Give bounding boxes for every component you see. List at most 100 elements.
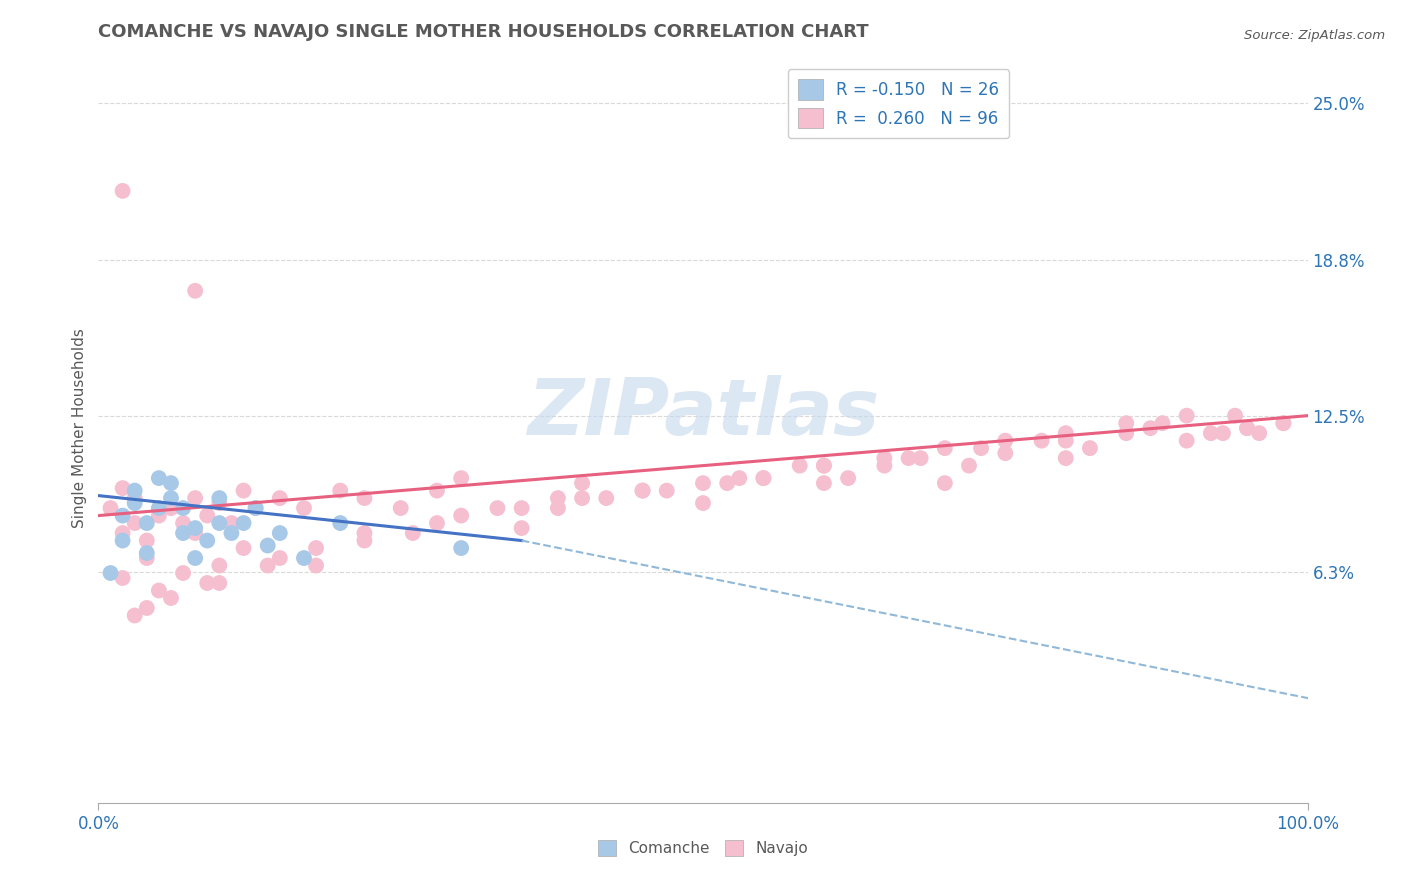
Point <box>221 526 243 541</box>
Point <box>232 541 254 555</box>
Point <box>245 501 267 516</box>
Point <box>353 526 375 541</box>
Legend: Comanche, Navajo: Comanche, Navajo <box>592 834 814 863</box>
Point <box>1175 409 1198 423</box>
Point <box>426 516 449 530</box>
Point <box>124 496 146 510</box>
Point <box>111 571 134 585</box>
Point <box>100 566 122 580</box>
Point <box>160 591 183 605</box>
Point <box>752 471 775 485</box>
Point <box>389 501 412 516</box>
Point <box>1223 409 1246 423</box>
Point <box>910 451 932 466</box>
Point <box>873 458 896 473</box>
Point <box>111 508 134 523</box>
Point <box>353 491 375 505</box>
Point <box>692 496 714 510</box>
Point <box>184 521 207 535</box>
Point <box>195 508 218 523</box>
Point <box>269 551 291 566</box>
Point <box>450 471 472 485</box>
Point <box>208 516 231 530</box>
Point <box>172 526 194 541</box>
Point <box>100 501 122 516</box>
Text: Source: ZipAtlas.com: Source: ZipAtlas.com <box>1244 29 1385 42</box>
Point <box>208 576 231 591</box>
Point <box>135 601 157 615</box>
Point <box>1139 421 1161 435</box>
Point <box>184 491 207 505</box>
Point <box>135 516 157 530</box>
Point <box>1054 451 1077 466</box>
Point <box>1272 416 1295 430</box>
Point <box>184 551 207 566</box>
Point <box>426 483 449 498</box>
Point <box>1115 426 1137 441</box>
Point <box>813 458 835 473</box>
Point <box>208 558 231 573</box>
Point <box>172 501 194 516</box>
Point <box>256 539 278 553</box>
Point <box>595 491 617 505</box>
Point <box>1236 421 1258 435</box>
Point <box>692 476 714 491</box>
Point <box>232 483 254 498</box>
Point <box>111 481 134 495</box>
Point <box>655 483 678 498</box>
Point <box>571 476 593 491</box>
Point <box>970 441 993 455</box>
Point <box>957 458 980 473</box>
Text: COMANCHE VS NAVAJO SINGLE MOTHER HOUSEHOLDS CORRELATION CHART: COMANCHE VS NAVAJO SINGLE MOTHER HOUSEHO… <box>98 23 869 41</box>
Point <box>1199 426 1222 441</box>
Point <box>160 491 183 505</box>
Point <box>124 516 146 530</box>
Point <box>256 558 278 573</box>
Point <box>873 451 896 466</box>
Point <box>232 516 254 530</box>
Point <box>631 483 654 498</box>
Point <box>450 541 472 555</box>
Point <box>813 476 835 491</box>
Point <box>510 501 533 516</box>
Point <box>752 471 775 485</box>
Point <box>547 491 569 505</box>
Text: ZIPatlas: ZIPatlas <box>527 376 879 451</box>
Point <box>329 483 352 498</box>
Point <box>184 526 207 541</box>
Point <box>1054 434 1077 448</box>
Point <box>124 608 146 623</box>
Point <box>353 533 375 548</box>
Point <box>994 434 1017 448</box>
Point <box>486 501 509 516</box>
Point <box>269 491 291 505</box>
Point <box>124 483 146 498</box>
Point <box>510 521 533 535</box>
Point <box>934 441 956 455</box>
Point <box>135 546 157 560</box>
Point <box>1115 416 1137 430</box>
Point <box>111 533 134 548</box>
Point <box>837 471 859 485</box>
Point <box>148 471 170 485</box>
Point <box>208 491 231 505</box>
Point <box>1078 441 1101 455</box>
Point <box>1031 434 1053 448</box>
Point <box>547 501 569 516</box>
Point <box>1272 416 1295 430</box>
Point <box>789 458 811 473</box>
Point <box>305 541 328 555</box>
Point <box>111 526 134 541</box>
Point <box>172 566 194 580</box>
Point <box>184 284 207 298</box>
Point <box>148 501 170 516</box>
Point <box>292 551 315 566</box>
Point <box>148 583 170 598</box>
Point <box>160 501 183 516</box>
Point <box>716 476 738 491</box>
Point <box>135 551 157 566</box>
Point <box>160 476 183 491</box>
Point <box>897 451 920 466</box>
Point <box>1175 434 1198 448</box>
Point <box>172 516 194 530</box>
